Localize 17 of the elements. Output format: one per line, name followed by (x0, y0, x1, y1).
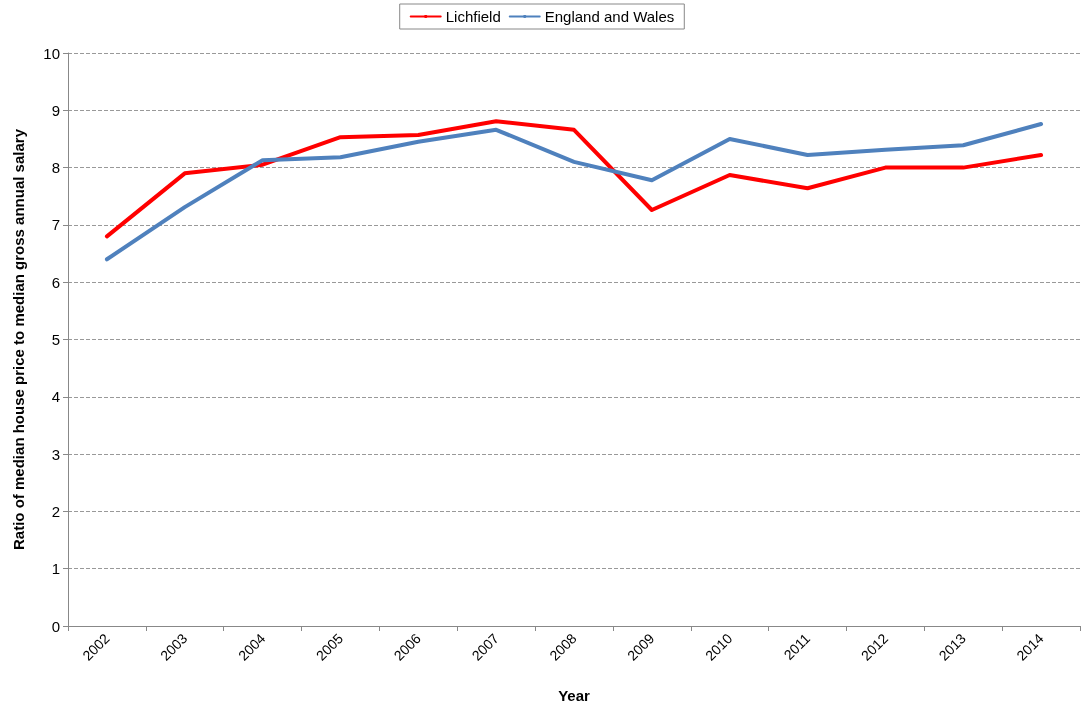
legend-label: England and Wales (544, 8, 675, 25)
y-tick-label: 5 (51, 331, 60, 348)
y-tick-label: 1 (51, 560, 60, 578)
y-tick-label: 2 (51, 502, 60, 520)
line-series (104, 122, 1044, 262)
line-series (104, 119, 1044, 239)
y-tick-label: 10 (43, 44, 60, 62)
y-tick-label: 6 (51, 273, 60, 291)
y-tick-label: 9 (51, 101, 60, 119)
legend-label: Lichfield (445, 8, 501, 25)
y-tick-label: 3 (51, 445, 60, 463)
y-axis-title: Ratio of median house price to median gross annual salary (10, 128, 27, 550)
x-axis-title: Year (558, 687, 591, 704)
y-tick-label: 7 (51, 216, 60, 234)
y-tick-label: 0 (51, 617, 60, 635)
y-tick-label: 8 (51, 159, 60, 177)
y-tick-label: 4 (51, 388, 60, 406)
